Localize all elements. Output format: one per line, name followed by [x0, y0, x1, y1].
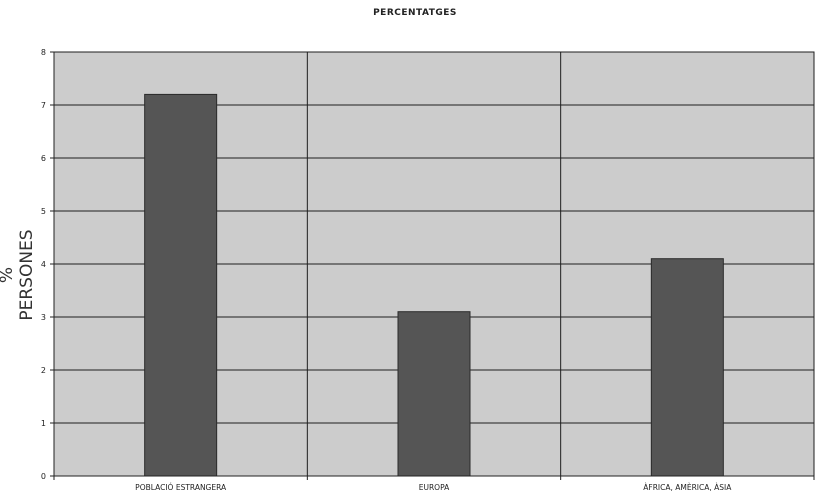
x-tick-label: ÀFRICA, AMÈRICA, ÀSIA	[643, 483, 732, 492]
y-tick-label: 4	[41, 260, 46, 269]
x-tick-label: POBLACIÓ ESTRANGERA	[135, 483, 227, 492]
axes	[50, 51, 815, 480]
y-tick-label: 1	[41, 419, 46, 428]
y-tick-label: 0	[41, 472, 46, 481]
x-tick-label: EUROPA	[419, 483, 450, 492]
bar	[650, 258, 724, 477]
bar	[397, 311, 471, 477]
y-tick-label: 6	[41, 154, 46, 163]
y-tick-label: 3	[41, 313, 46, 322]
y-tick-label: 5	[41, 207, 46, 216]
y-tick-label: 8	[41, 48, 46, 57]
bars	[144, 93, 724, 477]
y-tick-label: 7	[41, 101, 46, 110]
y-tick-label: 2	[41, 366, 46, 375]
bar	[144, 93, 218, 477]
chart-title: PERCENTATGES	[373, 8, 457, 18]
labels: 0 1 2 3 4 5 6 7 8 POBLACIÓ ESTRANGERA EUROPA ÀFRICA…	[41, 48, 732, 492]
